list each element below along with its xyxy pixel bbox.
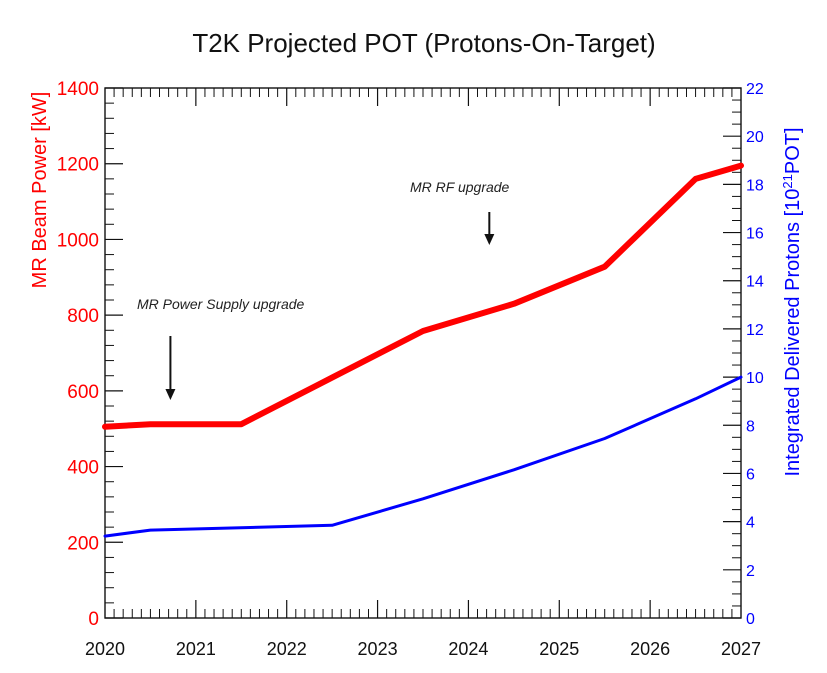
plot-frame <box>104 87 742 619</box>
x-tick-label: 2020 <box>85 639 125 659</box>
series-line-integrated-protons <box>103 375 743 538</box>
right-axis-label: Integrated Delivered Protons [1021POT] <box>780 127 804 476</box>
left-tick-label: 800 <box>67 306 99 327</box>
x-tick-label: 2023 <box>358 639 398 659</box>
left-tick-label: 1000 <box>57 230 99 251</box>
annotation-power-supply: MR Power Supply upgrade <box>137 296 305 312</box>
left-tick-label: 200 <box>67 533 99 554</box>
right-tick-label: 14 <box>746 274 764 291</box>
right-axis-label-unit: POT] <box>782 127 804 174</box>
annotation-arrowhead-power-supply <box>165 389 176 400</box>
left-y-axis: 0 200 400 600 800 1000 1200 1400 <box>57 79 123 630</box>
right-tick-label: 10 <box>746 370 764 387</box>
left-axis-label: MR Beam Power [kW] <box>29 92 51 289</box>
right-tick-label: 2 <box>746 563 755 580</box>
right-tick-label: 6 <box>746 466 755 483</box>
x-tick-label: 2026 <box>630 639 670 659</box>
series-layer <box>102 162 744 538</box>
left-tick-label: 0 <box>88 609 99 630</box>
right-tick-label: 16 <box>746 226 764 243</box>
left-tick-label: 1400 <box>57 79 99 100</box>
right-tick-label: 8 <box>746 418 755 435</box>
x-tick-label: 2021 <box>176 639 216 659</box>
left-tick-label: 1200 <box>57 155 99 176</box>
annotation-arrowhead-rf <box>484 234 495 245</box>
annotations: MR Power Supply upgrade MR RF upgrade <box>137 179 510 400</box>
right-axis-label-exponent: 21 <box>780 174 795 188</box>
right-axis-label-base: Integrated Delivered Protons [10 <box>782 189 804 477</box>
annotation-rf: MR RF upgrade <box>410 179 510 195</box>
x-tick-label: 2024 <box>448 639 488 659</box>
right-y-axis: 0 2 4 6 8 10 12 14 16 18 20 22 <box>723 81 764 628</box>
x-tick-label: 2022 <box>267 639 307 659</box>
right-tick-label: 22 <box>746 81 764 98</box>
right-tick-label: 18 <box>746 177 764 194</box>
right-tick-label: 4 <box>746 515 755 532</box>
chart-title: T2K Projected POT (Protons-On-Target) <box>192 28 655 58</box>
right-tick-label: 12 <box>746 322 764 339</box>
left-tick-label: 400 <box>67 458 99 479</box>
x-tick-label: 2027 <box>721 639 761 659</box>
right-tick-label: 20 <box>746 129 764 146</box>
x-tick-label: 2025 <box>539 639 579 659</box>
series-line-beam-power <box>102 162 744 430</box>
right-tick-label: 0 <box>746 611 755 628</box>
x-axis: 2020 2021 2022 2023 2024 2025 2026 2027 <box>85 88 761 659</box>
left-tick-label: 600 <box>67 382 99 403</box>
